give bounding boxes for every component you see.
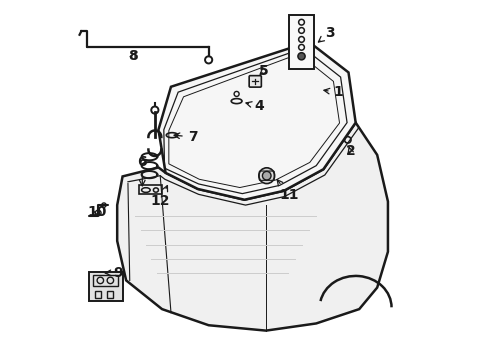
- Circle shape: [297, 53, 305, 60]
- Text: 11: 11: [277, 180, 299, 202]
- Text: 8: 8: [128, 49, 138, 63]
- Text: 2: 2: [345, 144, 354, 158]
- Text: 9: 9: [105, 266, 123, 279]
- Text: 12: 12: [150, 185, 170, 208]
- FancyBboxPatch shape: [88, 272, 122, 301]
- Text: 10: 10: [87, 205, 106, 219]
- Polygon shape: [158, 42, 355, 200]
- Text: 3: 3: [318, 26, 334, 42]
- Text: 7: 7: [174, 130, 197, 144]
- Text: 6: 6: [137, 155, 147, 186]
- Circle shape: [262, 171, 270, 180]
- FancyBboxPatch shape: [289, 15, 313, 69]
- FancyBboxPatch shape: [249, 76, 261, 87]
- Text: 5: 5: [259, 64, 268, 78]
- Text: 1: 1: [323, 85, 343, 99]
- Circle shape: [258, 168, 274, 184]
- Text: 4: 4: [245, 99, 263, 113]
- Polygon shape: [117, 123, 387, 330]
